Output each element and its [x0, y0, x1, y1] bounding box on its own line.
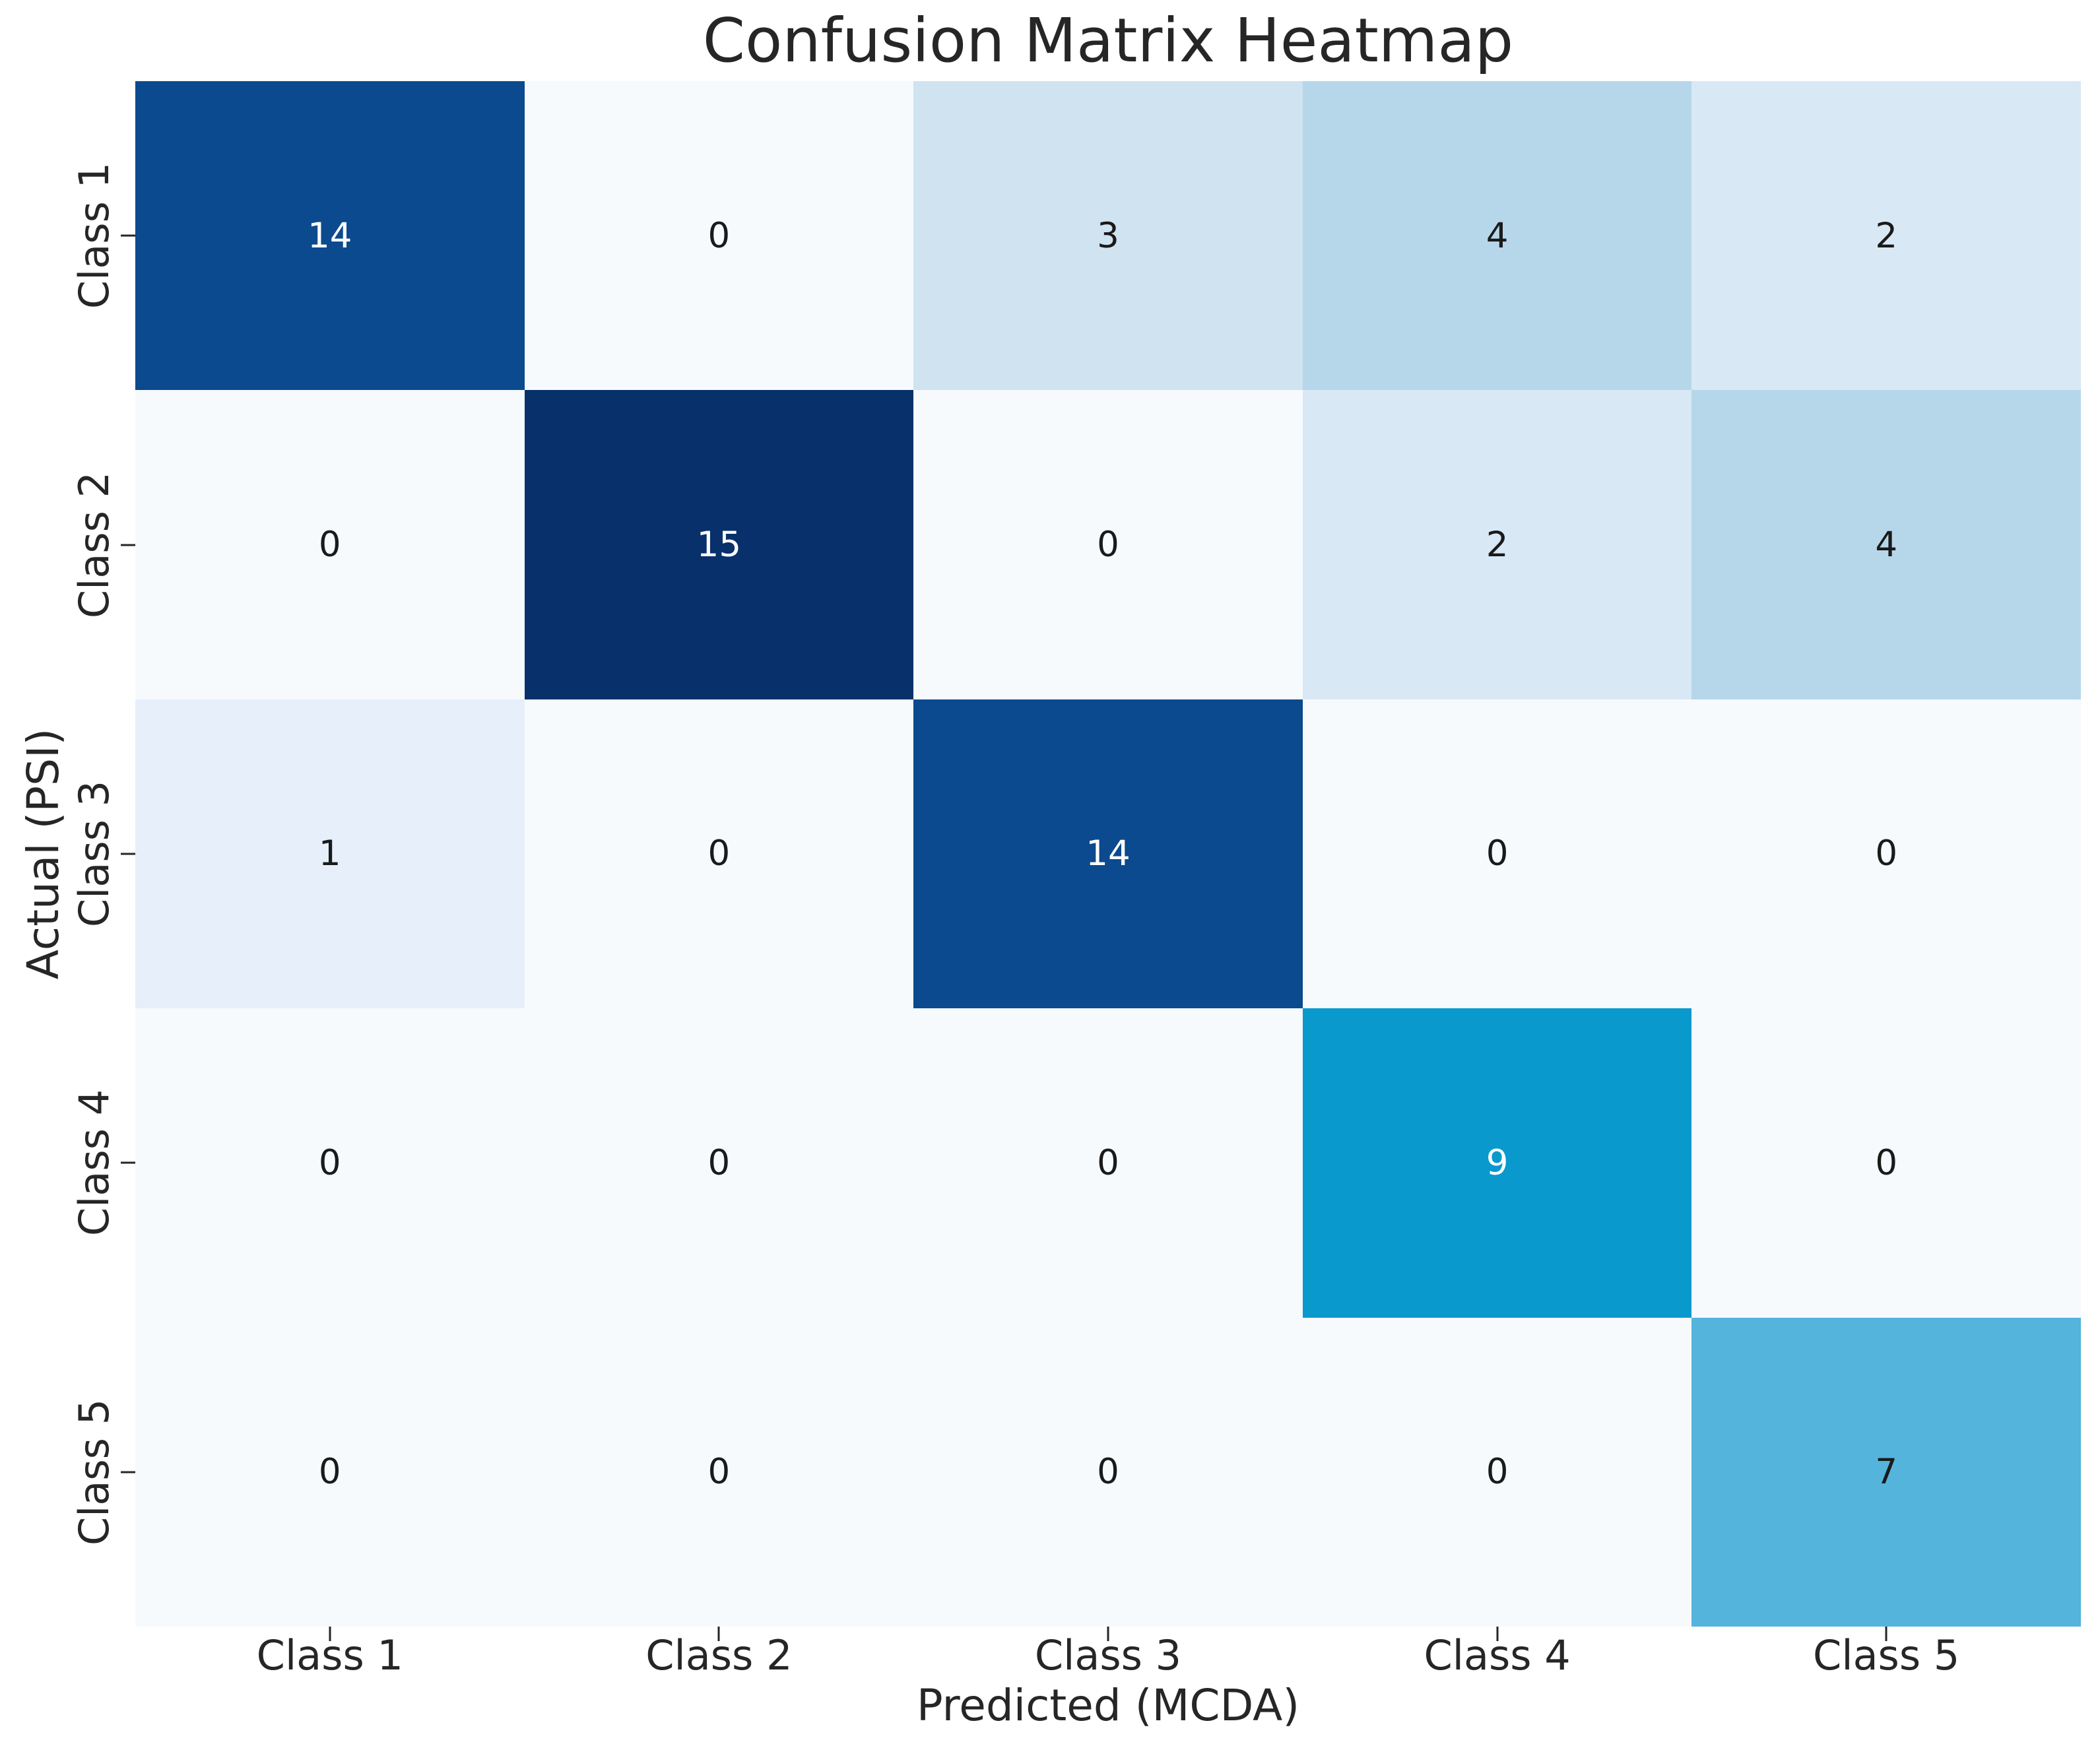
cell-value: 0 [318, 1452, 341, 1493]
y-tick-mark [121, 1471, 135, 1473]
cell-value: 1 [318, 833, 341, 874]
cell-value: 0 [707, 215, 731, 256]
heatmap-cell: 1 [135, 699, 525, 1009]
y-tick-mark [121, 1161, 135, 1164]
cell-value: 0 [1875, 1142, 1898, 1183]
cell-value: 0 [318, 525, 341, 566]
cell-value: 0 [1486, 833, 1509, 874]
cell-value: 14 [1086, 833, 1131, 874]
cell-value: 4 [1486, 215, 1509, 256]
y-tick-mark [121, 853, 135, 855]
heatmap-cell: 0 [1302, 699, 1692, 1009]
y-tick-labels: Class 1 Class 2 Class 3 Class 4 Class 5 [0, 81, 135, 1627]
y-tick-label: Class 2 [70, 471, 118, 618]
cell-value: 3 [1097, 215, 1119, 256]
x-tick-mark [1107, 1627, 1109, 1641]
cell-value: 0 [707, 1452, 731, 1493]
cell-value: 14 [308, 215, 352, 256]
heatmap-cell: 0 [524, 1317, 914, 1627]
heatmap-cell: 9 [1302, 1008, 1692, 1318]
heatmap-cell: 14 [913, 699, 1303, 1009]
chart-title: Confusion Matrix Heatmap [702, 5, 1514, 76]
y-tick-label: Class 3 [70, 780, 118, 928]
heatmap-cell: 4 [1302, 81, 1692, 391]
cell-value: 4 [1875, 525, 1898, 566]
x-tick-label: Class 5 [1813, 1631, 1960, 1679]
heatmap-cell: 15 [524, 390, 914, 699]
x-tick-mark [1885, 1627, 1887, 1641]
heatmap-cell: 0 [913, 390, 1303, 699]
y-tick-label: Class 4 [70, 1089, 118, 1237]
y-axis-ticks [121, 81, 135, 1627]
heatmap-cell: 0 [913, 1008, 1303, 1318]
heatmap-cell: 0 [135, 1317, 525, 1627]
cell-value: 0 [1097, 525, 1119, 566]
x-tick-mark [329, 1627, 331, 1641]
cell-value: 2 [1875, 215, 1898, 256]
x-axis-ticks [135, 1627, 2081, 1641]
heatmap-cell: 0 [135, 1008, 525, 1318]
cell-value: 0 [1486, 1452, 1509, 1493]
x-tick-labels: Class 1 Class 2 Class 3 Class 4 Class 5 [135, 1635, 2081, 1685]
cell-value: 0 [1097, 1142, 1119, 1183]
x-tick-label: Class 3 [1034, 1631, 1182, 1679]
heatmap-cell: 0 [135, 390, 525, 699]
cell-value: 9 [1486, 1142, 1509, 1183]
cell-value: 0 [1875, 833, 1898, 874]
y-tick-mark [121, 544, 135, 546]
y-tick-label: Class 1 [70, 162, 118, 309]
cell-value: 2 [1486, 525, 1509, 566]
cell-value: 15 [696, 525, 742, 566]
heatmap-grid: 14 0 3 4 2 0 15 0 2 4 1 0 14 0 0 0 0 0 9 0 0 0 0 0 7 [135, 81, 2081, 1627]
heatmap-cell: 2 [1691, 81, 2081, 391]
heatmap-cell: 0 [1691, 1008, 2081, 1318]
heatmap-cell: 0 [524, 81, 914, 391]
cell-value: 0 [707, 833, 731, 874]
cell-value: 0 [707, 1142, 731, 1183]
x-tick-label: Class 2 [645, 1631, 793, 1679]
heatmap-cell: 7 [1691, 1317, 2081, 1627]
heatmap-cell: 14 [135, 81, 525, 391]
heatmap-cell: 0 [1302, 1317, 1692, 1627]
heatmap-cell: 0 [524, 1008, 914, 1318]
cell-value: 0 [318, 1142, 341, 1183]
cell-value: 0 [1097, 1452, 1119, 1493]
heatmap-cell: 3 [913, 81, 1303, 391]
heatmap-cell: 4 [1691, 390, 2081, 699]
heatmap-cell: 0 [913, 1317, 1303, 1627]
x-tick-mark [717, 1627, 720, 1641]
heatmap-cell: 0 [524, 699, 914, 1009]
x-axis-label: Predicted (MCDA) [916, 1680, 1300, 1731]
heatmap-cell: 2 [1302, 390, 1692, 699]
y-tick-mark [121, 234, 135, 237]
y-tick-label: Class 5 [70, 1398, 118, 1545]
x-tick-label: Class 4 [1424, 1631, 1571, 1679]
x-tick-label: Class 1 [256, 1631, 403, 1679]
x-tick-mark [1496, 1627, 1499, 1641]
cell-value: 7 [1875, 1452, 1898, 1493]
heatmap-cell: 0 [1691, 699, 2081, 1009]
